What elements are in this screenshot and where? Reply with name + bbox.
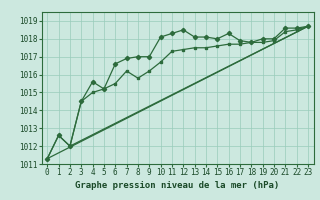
X-axis label: Graphe pression niveau de la mer (hPa): Graphe pression niveau de la mer (hPa) [76, 181, 280, 190]
